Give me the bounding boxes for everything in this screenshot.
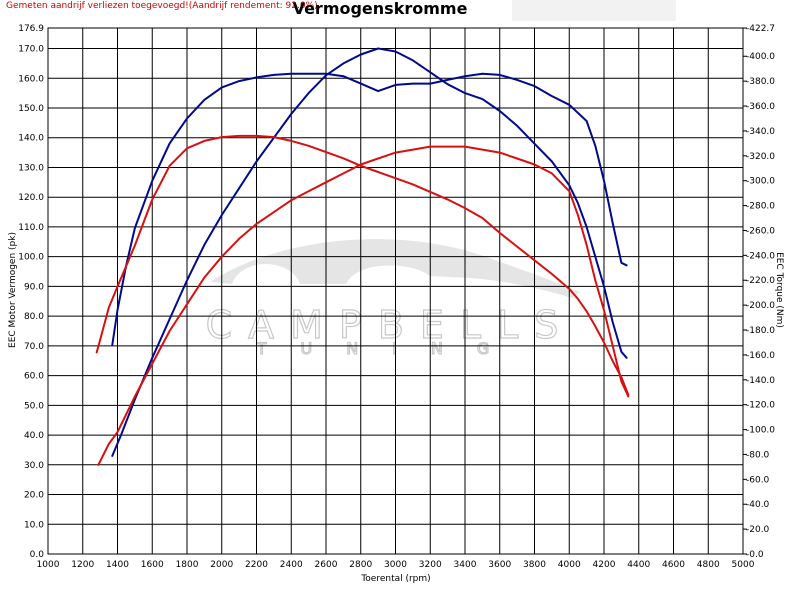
plot-frame [47, 27, 744, 555]
y-right-tick-label: -360.0 [746, 102, 775, 112]
chart-header: Gemeten aandrijf verliezen toegevoegd!(A… [0, 0, 798, 22]
y-left-tick-label: 30.0 [24, 461, 44, 471]
x-tick-label: 1400 [106, 560, 129, 570]
watermark-text-tuning: TUNING [256, 339, 524, 358]
y-left-tick-label: 50.0 [24, 401, 44, 411]
x-tick-label: 2800 [349, 560, 372, 570]
y-right-tick-label: -260.0 [746, 226, 775, 236]
y-left-tick-label: 170.0 [18, 45, 44, 55]
y-left-tick-label: 110.0 [18, 223, 44, 233]
x-tick-label: 3800 [523, 560, 546, 570]
x-tick-label: 4400 [627, 560, 650, 570]
y-right-tick-label: -380.0 [746, 77, 775, 87]
y-left-tick-label: 160.0 [18, 74, 44, 84]
y-left-tick-label: 0.0 [30, 550, 45, 560]
y-left-tick-label: 140.0 [18, 134, 44, 144]
x-tick-label: 2000 [210, 560, 233, 570]
y-right-tick-label: -80.0 [746, 450, 770, 460]
y-right-tick-label: -400.0 [746, 52, 775, 62]
y-right-tick-label: -422.7 [746, 24, 775, 34]
y-right-tick-label: -220.0 [746, 276, 775, 286]
tuned-torque-line [111, 72, 628, 346]
y-right-tick-label: -60.0 [746, 475, 770, 485]
chart-grid [47, 27, 744, 555]
y-left-tick-label: 60.0 [24, 372, 44, 382]
x-tick-label: 2600 [315, 560, 338, 570]
chart-axes: 1000 1200 1400 1600 1800 2000 2200 2400 2600 2800… [18, 24, 775, 570]
drive-loss-warning: Gemeten aandrijf verliezen toegevoegd!(A… [6, 1, 318, 11]
y-axis-left-title: EEC Motor Vermogen (pk) [8, 232, 18, 348]
x-tick-label: 2400 [280, 560, 303, 570]
y-right-tick-label: -100.0 [746, 426, 775, 436]
y-right-tick-label: -120.0 [746, 401, 775, 411]
y-right-tick-label: -20.0 [746, 525, 770, 535]
x-tick-label: 1000 [37, 560, 60, 570]
stock-torque-line [95, 134, 630, 396]
x-tick-label: 1200 [71, 560, 94, 570]
x-tick-label: 3200 [419, 560, 442, 570]
y-right-tick-label: -320.0 [746, 152, 775, 162]
chart-series [95, 47, 630, 466]
y-left-tick-label: 80.0 [24, 312, 44, 322]
tuned-power-line [111, 47, 628, 457]
y-left-tick-label: 90.0 [24, 282, 44, 292]
x-tick-label: 4000 [558, 560, 581, 570]
y-left-tick-label: 130.0 [18, 163, 44, 173]
y-left-tick-label: 10.0 [24, 520, 44, 530]
y-right-tick-label: -200.0 [746, 301, 775, 311]
y-right-tick-label: -160.0 [746, 351, 775, 361]
y-left-tick-label: 40.0 [24, 431, 44, 441]
x-tick-label: 1600 [141, 560, 164, 570]
y-right-tick-label: -340.0 [746, 127, 775, 137]
y-right-tick-label: -240.0 [746, 251, 775, 261]
x-tick-label: 5000 [732, 560, 755, 570]
y-right-tick-label: -40.0 [746, 500, 770, 510]
y-right-tick-label: -180.0 [746, 326, 775, 336]
title-background-panel [512, 0, 676, 21]
watermark-car-silhouette [210, 239, 580, 298]
x-tick-label: 2200 [245, 560, 268, 570]
y-left-tick-label: 120.0 [18, 193, 44, 203]
y-right-tick-label: -280.0 [746, 202, 775, 212]
x-tick-label: 3000 [384, 560, 407, 570]
y-left-tick-label: 150.0 [18, 104, 44, 114]
y-left-tick-label: 100.0 [18, 253, 44, 263]
y-left-tick-label: 70.0 [24, 342, 44, 352]
x-axis-title: Toerental (rpm) [360, 574, 430, 584]
y-axis-right-title: EEC Torque (Nm) [774, 252, 784, 328]
chart-title: Vermogenskromme [292, 0, 468, 18]
y-right-tick-label: -300.0 [746, 177, 775, 187]
y-right-tick-label: -0.0 [746, 550, 764, 560]
y-left-tick-label: 176.9 [18, 24, 44, 34]
x-tick-label: 3600 [488, 560, 511, 570]
x-tick-label: 1800 [176, 560, 199, 570]
x-tick-label: 4200 [593, 560, 616, 570]
x-tick-label: 4600 [662, 560, 685, 570]
y-right-tick-label: -140.0 [746, 376, 775, 386]
x-tick-label: 4800 [697, 560, 720, 570]
x-tick-label: 3400 [454, 560, 477, 570]
stock-power-line [97, 145, 630, 466]
y-left-tick-label: 20.0 [24, 491, 44, 501]
